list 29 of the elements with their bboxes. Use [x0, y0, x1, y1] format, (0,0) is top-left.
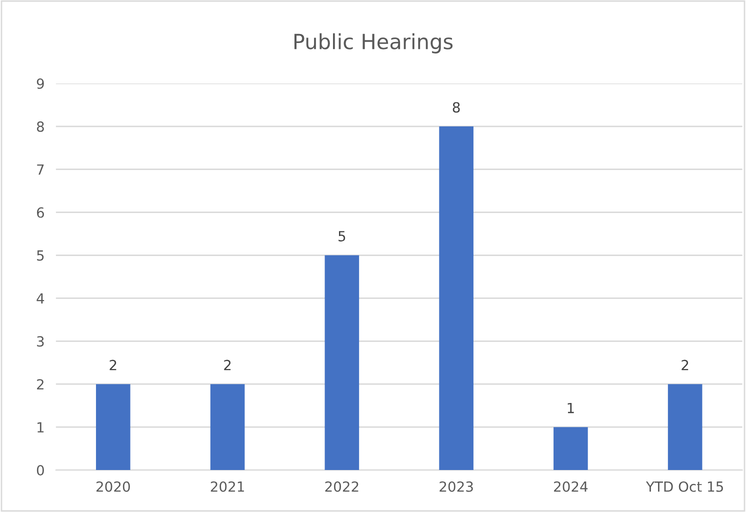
data-label: 1: [568, 402, 574, 414]
bar: [668, 384, 702, 470]
x-tick-label: 2024: [554, 481, 588, 492]
data-label: 2: [682, 360, 688, 370]
y-tick-label: 5: [37, 250, 44, 261]
bar: [324, 255, 360, 470]
y-tick-label: 4: [36, 293, 44, 304]
data-label: 2: [110, 360, 116, 370]
data-label: 8: [452, 102, 460, 113]
data-label: 2: [224, 360, 231, 370]
x-tick-label: 2021: [210, 481, 244, 492]
bar: [96, 384, 130, 470]
y-tick-label: 1: [38, 422, 44, 432]
bar: [210, 384, 245, 470]
y-tick-label: 6: [36, 207, 44, 218]
x-tick-label: YTD Oct 15: [646, 481, 723, 492]
y-tick-label: 3: [37, 336, 44, 347]
bar: [554, 427, 588, 470]
data-label: 5: [338, 231, 346, 242]
y-tick-label: 2: [37, 379, 44, 390]
x-tick-label: 2023: [440, 481, 473, 492]
y-tick-label: 0: [36, 464, 44, 476]
chart-title: Public Hearings: [294, 33, 453, 54]
x-tick-label: 2020: [96, 481, 130, 492]
y-tick-label: 8: [36, 121, 44, 132]
bar: [439, 126, 474, 470]
y-tick-label: 9: [36, 78, 44, 89]
y-tick-label: 7: [37, 164, 44, 175]
x-tick-label: 2022: [325, 481, 358, 492]
